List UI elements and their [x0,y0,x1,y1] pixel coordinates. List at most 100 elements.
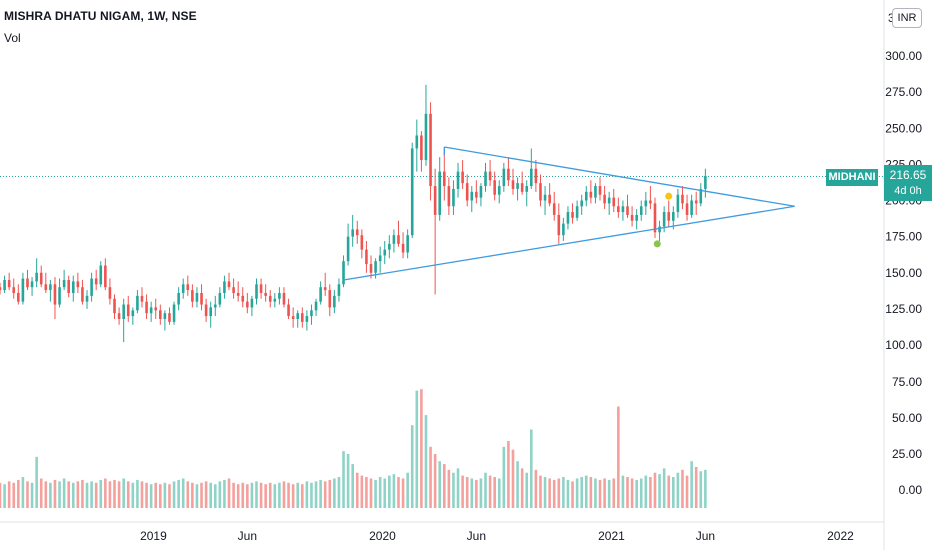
volume-bar [420,389,423,508]
candle-body [149,307,153,314]
volume-bar [191,482,194,508]
candle-body [516,183,519,189]
volume-bar [3,484,6,508]
volume-bar [310,482,313,508]
volume-bar [117,481,121,508]
candle-body [525,186,529,192]
candle-body [191,290,194,302]
volume-bar [122,478,125,508]
candle-body [479,186,483,198]
candle-body [246,301,249,308]
volume-bar [53,479,57,508]
volume-bar [145,482,148,508]
volume-tick-label: 0.00 [899,483,923,497]
volume-bar [442,464,446,508]
candle-body [653,203,657,233]
volume-bar [525,472,529,508]
volume-bar [104,478,107,508]
candle-body [658,226,661,233]
candle-body [589,191,593,198]
volume-bar [278,482,281,508]
currency-badge[interactable]: INR [892,8,922,28]
candle-body [291,316,295,319]
volume-bar [475,479,478,508]
volume-bar [67,481,71,508]
volume-bar [516,461,519,508]
candle-body [159,310,162,319]
volume-bar [365,477,368,508]
candle-body [255,284,258,299]
volume-bar [392,474,396,508]
candle-body [21,278,25,302]
volume-bar [126,481,130,508]
volume-bar [479,478,483,508]
candle-body [571,212,574,218]
volume-bar [172,481,176,508]
candle-body [126,304,130,317]
volume-bar [603,478,606,508]
volume-bar [268,482,272,508]
volume-bar [94,482,98,508]
candle-body [410,148,414,236]
candle-body [76,281,80,288]
volume-bar [131,482,135,508]
candle-body [543,194,547,201]
candle-body [484,171,487,187]
candle-body [662,212,666,227]
bar-countdown: 4d 0h [894,185,922,197]
candle-body [355,229,359,236]
volume-bar [71,482,75,508]
volume-bar [621,475,625,508]
candle-body [62,279,66,288]
volume-bar [397,477,400,508]
candle-body [383,249,387,256]
volume-bar [99,479,103,508]
candle-body [475,191,478,198]
volume-bar [30,482,34,508]
volume-bar [493,477,496,508]
candle-body [49,284,52,291]
volume-bar [662,468,666,508]
candle-body [406,235,409,253]
volume-bar [282,481,286,508]
candle-body [493,180,496,195]
volume-bar [456,468,460,508]
volume-bar [699,471,703,508]
x-tick-label: Jun [238,529,257,543]
volume-bar [149,484,153,508]
price-tick-label: 250.00 [885,121,922,135]
candle-body [287,304,290,317]
x-tick-label: 2022 [827,529,854,543]
volume-bar [534,469,538,508]
candle-body [676,194,680,213]
candle-body [594,186,597,198]
price-tick-label: 275.00 [885,85,922,99]
candle-body [456,171,460,189]
candle-body [488,171,492,181]
candle-body [415,135,419,149]
volume-bar [694,466,698,508]
candle-body [296,313,300,319]
candle-body [667,212,671,221]
candle-body [520,183,524,192]
volume-bar [232,482,235,508]
candle-body [612,197,616,207]
candle-body [278,292,281,299]
volume-bar [552,479,556,508]
x-tick-label: Jun [696,529,715,543]
candle-body [181,284,185,293]
candle-body [639,206,643,215]
candle-body [681,194,684,204]
volume-bar [539,475,542,508]
candle-body [58,287,61,305]
candle-body [672,212,675,221]
candle-body [360,235,364,250]
candle-body [374,261,377,273]
volume-bar [617,406,620,508]
price-tick-label: 175.00 [885,230,922,244]
volume-bar [333,478,336,508]
volume-bar [571,481,574,508]
candle-body [342,261,345,285]
volume-tick-label: 50.00 [892,411,922,425]
